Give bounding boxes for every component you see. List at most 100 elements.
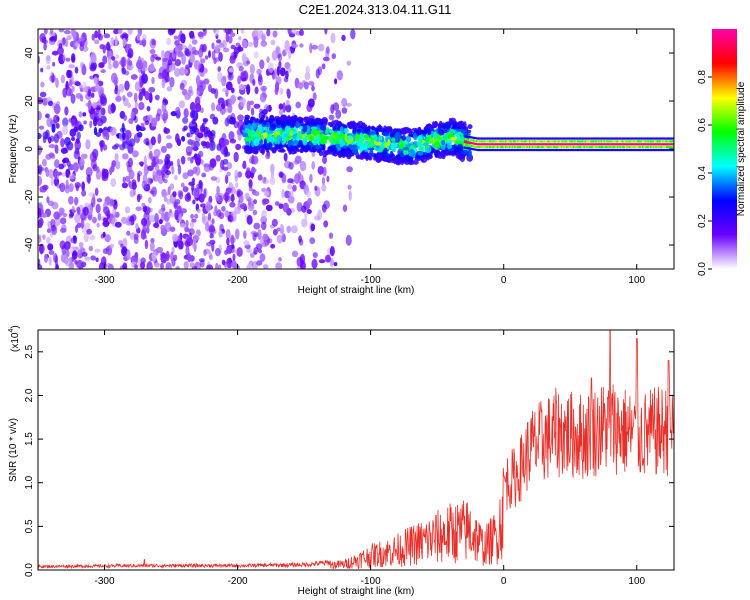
- spectrogram-strong-band-cell: [631, 137, 634, 140]
- spectrogram-cell: [311, 44, 319, 50]
- spectrogram-strong-band-cell: [563, 143, 566, 146]
- spectrogram-cell: [328, 232, 334, 239]
- spectrogram-cell: [183, 108, 189, 119]
- spectrogram-cell: [58, 163, 65, 170]
- spectrogram-strong-band-cell: [616, 137, 619, 140]
- spectrogram-strong-band-cell: [563, 148, 566, 152]
- spectrogram-strong-band-cell: [607, 143, 610, 146]
- spectrogram-strong-band-cell: [631, 143, 634, 146]
- spectrogram-strong-band-cell: [527, 137, 530, 140]
- spectrogram-cell: [121, 216, 128, 224]
- spectrogram-strong-band-cell: [526, 146, 528, 149]
- spectrogram-cell: [218, 230, 223, 238]
- spectrogram-cell: [282, 102, 286, 113]
- spectrogram-cell: [175, 266, 180, 269]
- spectrogram-cell: [310, 223, 316, 232]
- spectrogram-cell: [47, 169, 55, 179]
- spectrogram-band-cell: [241, 131, 249, 138]
- spectrogram-cell: [270, 170, 275, 179]
- spectrogram-cell: [147, 114, 153, 122]
- spectrogram-strong-band-cell: [518, 137, 520, 140]
- spectrogram-strong-band-cell: [640, 148, 643, 152]
- spectrogram-cell: [180, 182, 185, 188]
- spectrogram-strong-band-cell: [540, 140, 543, 143]
- spectrogram-cell: [121, 132, 126, 140]
- spectrogram-strong-band-cell: [542, 148, 544, 152]
- spectrogram-cell: [288, 190, 294, 198]
- spectrogram-strong-band-cell: [532, 140, 535, 143]
- spectrogram-cell: [239, 97, 246, 107]
- spectrogram-strong-band-cell: [642, 143, 644, 146]
- spectrogram-cell: [179, 82, 185, 91]
- spectrogram-strong-band-cell: [514, 143, 516, 146]
- spectrogram-strong-band-cell: [564, 140, 567, 143]
- spectrogram-strong-band-cell: [544, 146, 547, 149]
- spectrogram-strong-band-cell: [647, 143, 649, 146]
- spectrogram-strong-band-cell: [467, 138, 470, 141]
- spectrogram-strong-band-cell: [575, 137, 578, 140]
- spectrogram-band-cell: [373, 154, 379, 159]
- spectrogram-cell: [221, 87, 228, 93]
- spectrogram-band-cell: [254, 118, 258, 122]
- spectrogram-cell: [50, 35, 56, 42]
- spectrogram-strong-band-cell: [544, 140, 547, 143]
- spectrogram-cell: [180, 155, 186, 165]
- spectrogram-cell: [296, 202, 303, 212]
- spectrogram-strong-band-cell: [499, 140, 502, 143]
- spectrogram-cell: [60, 137, 65, 148]
- spectrogram-cell: [146, 226, 150, 234]
- spectrogram-strong-band-cell: [463, 135, 466, 138]
- spectrogram-strong-band-cell: [599, 146, 602, 149]
- spectrogram-cell: [305, 189, 312, 198]
- spectrogram-cell: [170, 251, 174, 262]
- spectrogram-cell: [137, 67, 142, 73]
- spectrogram-cell: [38, 150, 42, 156]
- spectrogram-band-cell: [438, 129, 445, 136]
- spectrogram-cell: [216, 209, 222, 218]
- spectrogram-cell: [47, 100, 54, 107]
- spectrogram-strong-band-cell: [636, 137, 639, 140]
- spectrogram-strong-band-cell: [586, 137, 588, 140]
- spectrogram-band-cell: [375, 145, 380, 149]
- spectrogram-strong-band-cell: [635, 148, 638, 152]
- spectrogram-cell: [141, 66, 148, 72]
- spectrogram-strong-band-cell: [628, 146, 631, 149]
- spectrogram-strong-band-cell: [489, 140, 491, 143]
- spectrogram-strong-band-cell: [574, 146, 576, 149]
- spectrogram-band-cell: [314, 129, 321, 135]
- spectrogram-strong-band-cell: [544, 143, 547, 146]
- spectrogram-cell: [154, 212, 159, 224]
- spectrogram-cell: [163, 211, 170, 222]
- spectrogram-strong-band-cell: [524, 146, 527, 149]
- spectrogram-cell: [89, 120, 93, 129]
- spectrogram-strong-band-cell: [578, 137, 580, 140]
- spectrogram-band-cell: [265, 121, 271, 128]
- spectrogram-strong-band-cell: [623, 146, 626, 149]
- colorbar: 0.00.20.40.60.8 Normalized spectral ampl…: [697, 29, 747, 276]
- spectrogram-cell: [305, 65, 310, 74]
- spectrogram-cell: [253, 199, 258, 205]
- spectrogram-band-cell: [395, 154, 401, 159]
- spectrogram-strong-band-cell: [580, 137, 583, 140]
- spectrogram-band-cell: [449, 136, 457, 141]
- spectrogram-cell: [194, 154, 202, 165]
- spectrogram-cell: [182, 172, 189, 180]
- spectrogram-strong-band-cell: [612, 148, 615, 152]
- spectrogram-strong-band-cell: [479, 140, 482, 143]
- spectrogram-cell: [231, 248, 237, 254]
- spectrogram-cell: [228, 130, 235, 141]
- spectrogram-strong-band-cell: [643, 146, 645, 149]
- spectrogram-strong-band-cell: [528, 140, 531, 143]
- spectrogram-strong-band-cell: [570, 140, 572, 143]
- spectrogram-cell: [137, 193, 143, 200]
- spectrogram-cell: [45, 55, 51, 65]
- spectrogram-cell: [49, 135, 55, 142]
- spectrogram-strong-band-cell: [546, 137, 548, 140]
- spectrogram-cell: [165, 142, 173, 149]
- spectrogram-strong-band-cell: [527, 148, 530, 152]
- spectrogram-band-cell: [247, 129, 252, 137]
- spectrogram-cell: [58, 29, 65, 33]
- spectrogram-strong-band-cell: [666, 146, 668, 149]
- spectrogram-cell: [175, 133, 180, 144]
- spectrogram-cell: [117, 29, 123, 35]
